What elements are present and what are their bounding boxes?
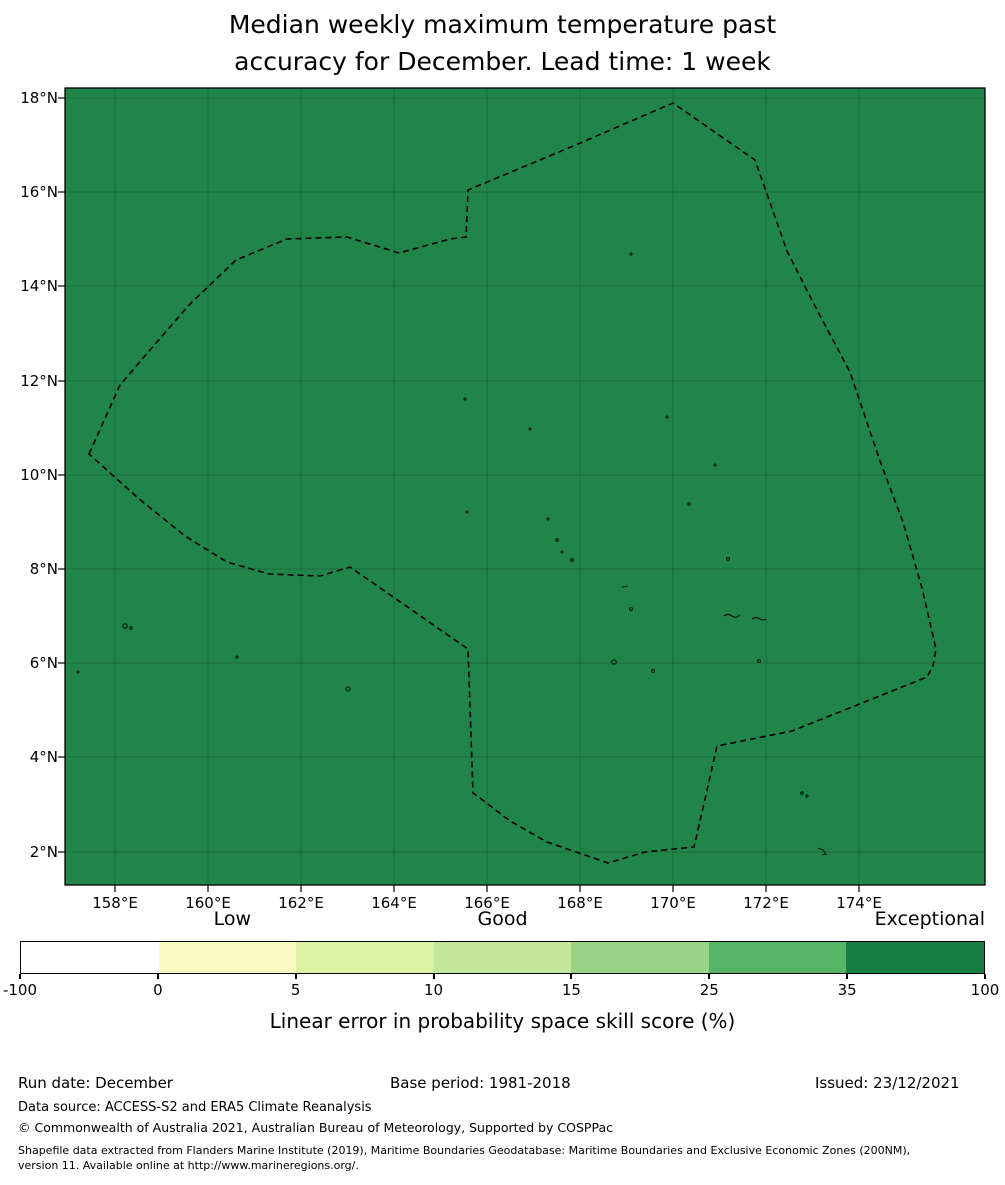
- chart-title-line1: Median weekly maximum temperature past: [228, 10, 777, 39]
- data-source-text: Data source: ACCESS-S2 and ERA5 Climate …: [18, 1100, 372, 1115]
- colorbar-axis-label: Linear error in probability space skill …: [269, 1009, 736, 1033]
- colorbar-segment: [158, 942, 297, 973]
- colorbar-tick-mark: [294, 974, 297, 979]
- y-tick-label: 6°N: [29, 654, 58, 672]
- run-date-text: Run date: December: [18, 1074, 173, 1092]
- colorbar-tick-label: 15: [561, 981, 581, 999]
- x-tick-label: 160°E: [185, 894, 231, 912]
- copyright-text: © Commonwealth of Australia 2021, Austra…: [18, 1120, 613, 1135]
- colorbar-segment: [571, 942, 709, 973]
- colorbar-tick-label: 10: [424, 981, 444, 999]
- x-tick-label: 164°E: [371, 894, 417, 912]
- colorbar-tick-label: 35: [837, 981, 857, 999]
- colorbar-label-low: Low: [213, 908, 252, 930]
- colorbar-tick-label: 0: [153, 981, 163, 999]
- colorbar-area: Low Good Exceptional -100 0 5 10 15 25 3…: [3, 908, 999, 1033]
- colorbar-tick-mark: [708, 974, 711, 979]
- colorbar-segment: [21, 942, 159, 973]
- y-tick-label: 14°N: [20, 277, 58, 295]
- shapefile-attribution: Shapefile data extracted from Flanders M…: [18, 1143, 988, 1173]
- colorbar-tick-mark: [846, 974, 849, 979]
- y-tick-label: 18°N: [20, 89, 58, 107]
- map-plot: [58, 87, 986, 892]
- y-tick-label: 10°N: [20, 466, 58, 484]
- chart-title-line2: accuracy for December. Lead time: 1 week: [234, 47, 771, 76]
- colorbar-tick-mark: [570, 974, 573, 979]
- x-tick-label: 166°E: [464, 894, 510, 912]
- x-tick-label: 168°E: [557, 894, 603, 912]
- base-period-text: Base period: 1981-2018: [390, 1074, 571, 1092]
- y-tick-label: 12°N: [20, 372, 58, 390]
- colorbar-segment: [708, 942, 847, 973]
- axis-tick-marks: [58, 97, 860, 892]
- island-marks: [76, 252, 827, 856]
- colorbar-segment: [846, 942, 985, 973]
- colorbar-tick-mark: [432, 974, 435, 979]
- colorbar-label-exceptional: Exceptional: [874, 908, 985, 930]
- y-tick-label: 8°N: [29, 560, 58, 578]
- shapefile-attribution-line2: version 11. Available online at http://w…: [18, 1159, 359, 1172]
- issued-text: Issued: 23/12/2021: [815, 1074, 960, 1092]
- axes-frame: [64, 87, 986, 886]
- y-tick-label: 16°N: [20, 183, 58, 201]
- x-tick-label: 174°E: [836, 894, 882, 912]
- x-tick-label: 170°E: [650, 894, 696, 912]
- y-tick-label: 2°N: [29, 843, 58, 861]
- colorbar-tick-mark: [156, 974, 159, 979]
- chart-title: Median weekly maximum temperature past a…: [0, 6, 1005, 80]
- colorbar-tick-label: 25: [699, 981, 719, 999]
- colorbar-segment: [296, 942, 434, 973]
- colorbar-tick-mark: [984, 974, 986, 979]
- colorbar-label-good: Good: [477, 908, 528, 930]
- colorbar-tick-mark: [19, 974, 21, 979]
- shapefile-attribution-line1: Shapefile data extracted from Flanders M…: [18, 1144, 911, 1157]
- map-background: [65, 88, 985, 885]
- colorbar-tick-label: 100: [970, 981, 1000, 999]
- x-tick-label: 162°E: [278, 894, 324, 912]
- grid-lines: [65, 88, 985, 885]
- y-tick-label: 4°N: [29, 748, 58, 766]
- colorbar: [20, 941, 985, 974]
- colorbar-segment: [433, 942, 572, 973]
- colorbar-tick-label: 5: [290, 981, 301, 999]
- x-tick-label: 172°E: [743, 894, 789, 912]
- x-tick-label: 158°E: [92, 894, 138, 912]
- colorbar-tick-label: -100: [2, 981, 38, 999]
